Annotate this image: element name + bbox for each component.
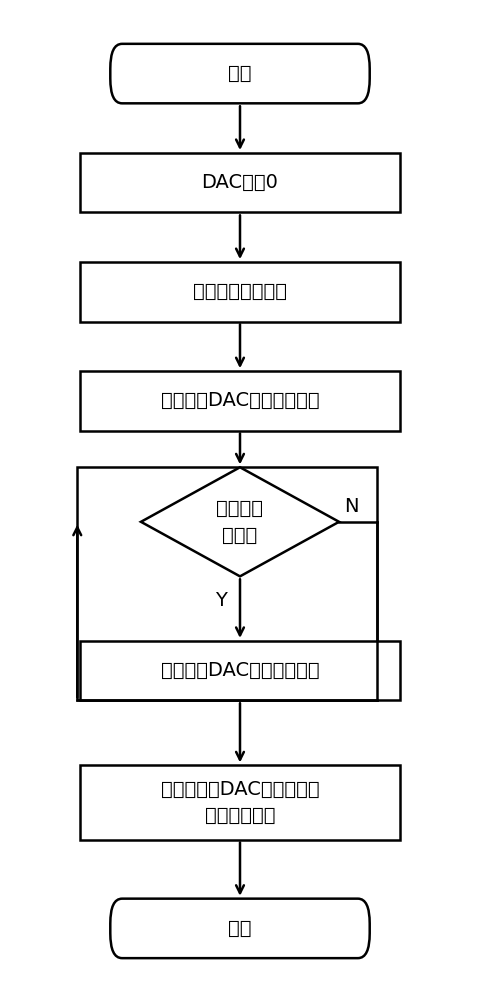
Bar bbox=[80, 371, 400, 431]
FancyBboxPatch shape bbox=[110, 44, 370, 103]
Text: N: N bbox=[344, 497, 358, 516]
Bar bbox=[77, 467, 377, 700]
Bar bbox=[80, 765, 400, 840]
Text: 缓慢增加DAC输出（细调）: 缓慢增加DAC输出（细调） bbox=[161, 661, 319, 680]
Text: 采样结束，DAC值换算成电
压，显示输出: 采样结束，DAC值换算成电 压，显示输出 bbox=[161, 780, 319, 825]
Bar bbox=[80, 153, 400, 212]
Bar bbox=[80, 641, 400, 700]
Text: Y: Y bbox=[215, 591, 227, 610]
Polygon shape bbox=[141, 467, 339, 576]
Text: 结束: 结束 bbox=[228, 919, 252, 938]
Text: 捕获反馈脉冲宽度: 捕获反馈脉冲宽度 bbox=[193, 282, 287, 301]
Text: 开始: 开始 bbox=[228, 64, 252, 83]
Bar bbox=[80, 262, 400, 322]
FancyBboxPatch shape bbox=[110, 899, 370, 958]
Text: 计算调节DAC输出（粗调）: 计算调节DAC输出（粗调） bbox=[161, 391, 319, 410]
Text: DAC输出0: DAC输出0 bbox=[202, 173, 278, 192]
Text: 能否收到
脉冲？: 能否收到 脉冲？ bbox=[216, 499, 264, 545]
